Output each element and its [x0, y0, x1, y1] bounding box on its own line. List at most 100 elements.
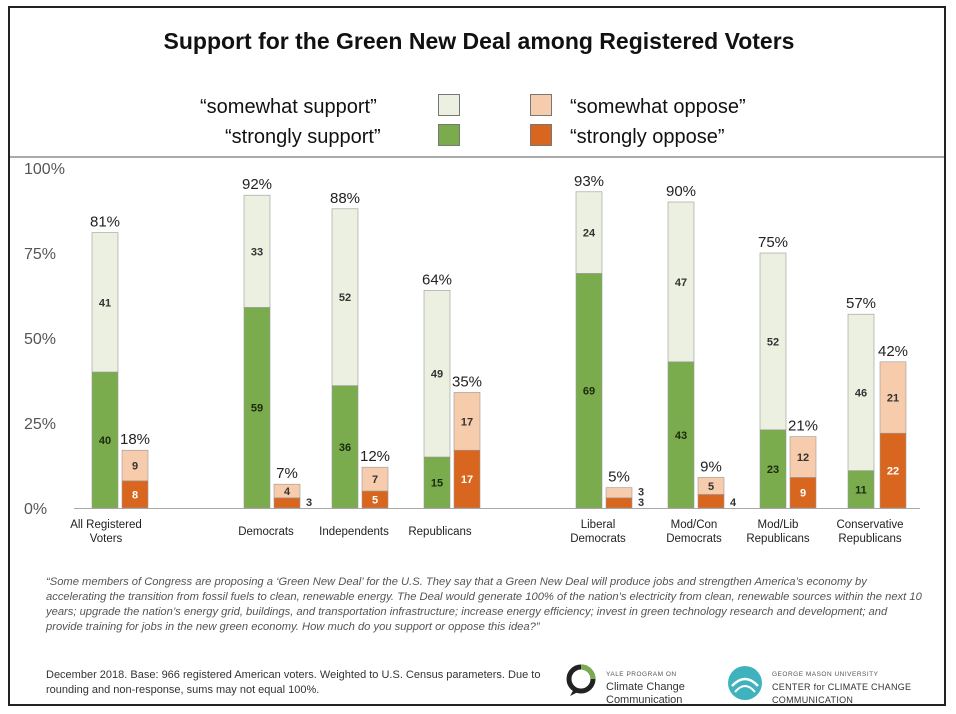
bar-strongly-oppose	[121, 480, 149, 509]
data-label-strongly-oppose: 3	[306, 497, 312, 509]
data-label-somewhat-oppose: 12	[797, 452, 809, 464]
data-label-strongly-support: 36	[339, 442, 351, 454]
x-category-label-line: Republicans	[838, 533, 902, 545]
bar-strongly-oppose	[697, 494, 725, 509]
x-category-label: Republicans	[408, 526, 472, 538]
legend-swatch-somewhat-support	[438, 94, 460, 116]
yale-logo-small-text: YALE PROGRAM ON	[606, 671, 677, 678]
data-label-strongly-oppose: 8	[132, 489, 138, 501]
bar-somewhat-support	[667, 201, 695, 363]
source-note: December 2018. Base: 966 registered Amer…	[46, 669, 541, 696]
data-label-somewhat-oppose: 7	[372, 474, 378, 486]
bar-strongly-support	[575, 273, 603, 509]
data-label-somewhat-support: 52	[767, 336, 779, 348]
chart-title: Support for the Green New Deal among Reg…	[163, 28, 795, 54]
bar-somewhat-support	[575, 191, 603, 274]
data-label-somewhat-oppose: 3	[638, 487, 644, 499]
oppose-total-label: 12%	[360, 448, 390, 465]
data-label-somewhat-oppose: 17	[461, 416, 473, 428]
bar-somewhat-oppose	[361, 466, 389, 492]
bar-somewhat-support	[759, 252, 787, 431]
gmu-circle-logo-icon	[728, 666, 762, 700]
bar-somewhat-oppose	[879, 361, 907, 434]
bar-somewhat-support	[847, 313, 875, 471]
bar-somewhat-oppose	[273, 483, 301, 499]
x-category-label-line: Mod/Lib	[758, 519, 799, 531]
data-label-somewhat-oppose: 21	[887, 393, 899, 405]
x-category-label-line: Mod/Con	[671, 519, 718, 531]
oppose-total-label: 18%	[120, 431, 150, 448]
data-label-strongly-oppose: 9	[800, 488, 806, 500]
bar-strongly-oppose	[879, 432, 907, 509]
bar-strongly-support	[667, 361, 695, 509]
support-total-label: 93%	[574, 173, 604, 190]
gmu-logo-small-text: GEORGE MASON UNIVERSITY	[772, 671, 879, 678]
gmu-logo-name: CENTER for CLIMATE CHANGE COMMUNICATION	[772, 682, 912, 705]
x-category-label: Mod/Lib Republicans	[746, 519, 810, 545]
data-label-strongly-oppose: 4	[730, 497, 737, 509]
yale-speech-bubble-logo-icon	[566, 664, 596, 696]
support-total-label: 88%	[330, 190, 360, 207]
support-total-label: 92%	[242, 176, 272, 193]
x-category-label-line: All Registered	[70, 519, 142, 531]
y-tick-label: 75%	[24, 246, 56, 263]
x-category-label: Mod/Con Democrats	[666, 519, 722, 545]
data-label-strongly-oppose: 5	[372, 495, 378, 507]
bar-somewhat-support	[331, 208, 359, 386]
oppose-total-label: 5%	[608, 469, 630, 486]
data-label-somewhat-support: 24	[583, 228, 596, 240]
x-category-label-line: Republicans	[408, 526, 472, 538]
oppose-total-label: 21%	[788, 418, 818, 435]
data-label-somewhat-oppose: 9	[132, 461, 138, 473]
x-category-label-line: Democrats	[666, 533, 722, 545]
bar-strongly-oppose	[453, 449, 481, 509]
chart-frame: Support for the Green New Deal among Reg…	[8, 6, 946, 706]
bar-strongly-support	[91, 371, 119, 509]
bar-strongly-oppose	[273, 497, 301, 509]
data-label-strongly-oppose: 22	[887, 466, 899, 478]
data-label-strongly-support: 11	[855, 484, 867, 496]
yale-logo-text: YALE PROGRAM ON Climate Change Communica…	[606, 668, 718, 707]
support-total-label: 57%	[846, 295, 876, 312]
oppose-total-label: 42%	[878, 343, 908, 360]
data-label-strongly-oppose: 17	[461, 474, 473, 486]
x-category-label-line: Republicans	[746, 533, 810, 545]
data-label-strongly-support: 23	[767, 464, 779, 476]
data-label-somewhat-oppose: 5	[708, 481, 714, 493]
bar-somewhat-oppose	[453, 392, 481, 451]
bar-somewhat-support	[423, 290, 451, 458]
support-total-label: 64%	[422, 271, 452, 288]
y-tick-label: 50%	[24, 331, 56, 348]
data-label-somewhat-support: 41	[99, 297, 111, 309]
x-category-label: Democrats	[238, 526, 294, 538]
support-total-label: 81%	[90, 214, 120, 231]
x-category-label: Independents	[319, 526, 389, 538]
oppose-total-label: 35%	[452, 373, 482, 390]
bar-strongly-oppose	[605, 497, 633, 509]
x-category-label-line: Voters	[90, 533, 123, 545]
bar-somewhat-oppose	[121, 449, 149, 482]
legend-swatch-strongly-oppose	[530, 124, 552, 146]
bar-strongly-support	[847, 470, 875, 509]
data-label-strongly-oppose: 3	[638, 497, 644, 509]
data-label-somewhat-support: 33	[251, 246, 263, 258]
support-total-label: 90%	[666, 183, 696, 200]
y-tick-label: 100%	[24, 161, 65, 178]
bar-somewhat-support	[243, 194, 271, 308]
data-label-somewhat-support: 52	[339, 292, 351, 304]
legend-label-somewhat-support: “somewhat support”	[200, 96, 377, 118]
y-tick-label: 0%	[24, 501, 47, 518]
legend-label-strongly-support: “strongly support”	[225, 126, 381, 148]
data-label-somewhat-support: 49	[431, 369, 443, 381]
bar-strongly-oppose	[789, 477, 817, 509]
legend-label-strongly-oppose: “strongly oppose”	[570, 126, 725, 148]
x-category-label-line: Independents	[319, 526, 389, 538]
legend-label-somewhat-oppose: “somewhat oppose”	[570, 96, 746, 118]
x-category-label: Conservative Republicans	[836, 519, 903, 545]
x-category-label-line: Conservative	[836, 519, 903, 531]
y-tick-label: 25%	[24, 416, 56, 433]
data-label-somewhat-support: 46	[855, 387, 867, 399]
x-category-label: All Registered Voters	[70, 519, 142, 545]
yale-logo-name: Climate Change Communication	[606, 681, 685, 706]
